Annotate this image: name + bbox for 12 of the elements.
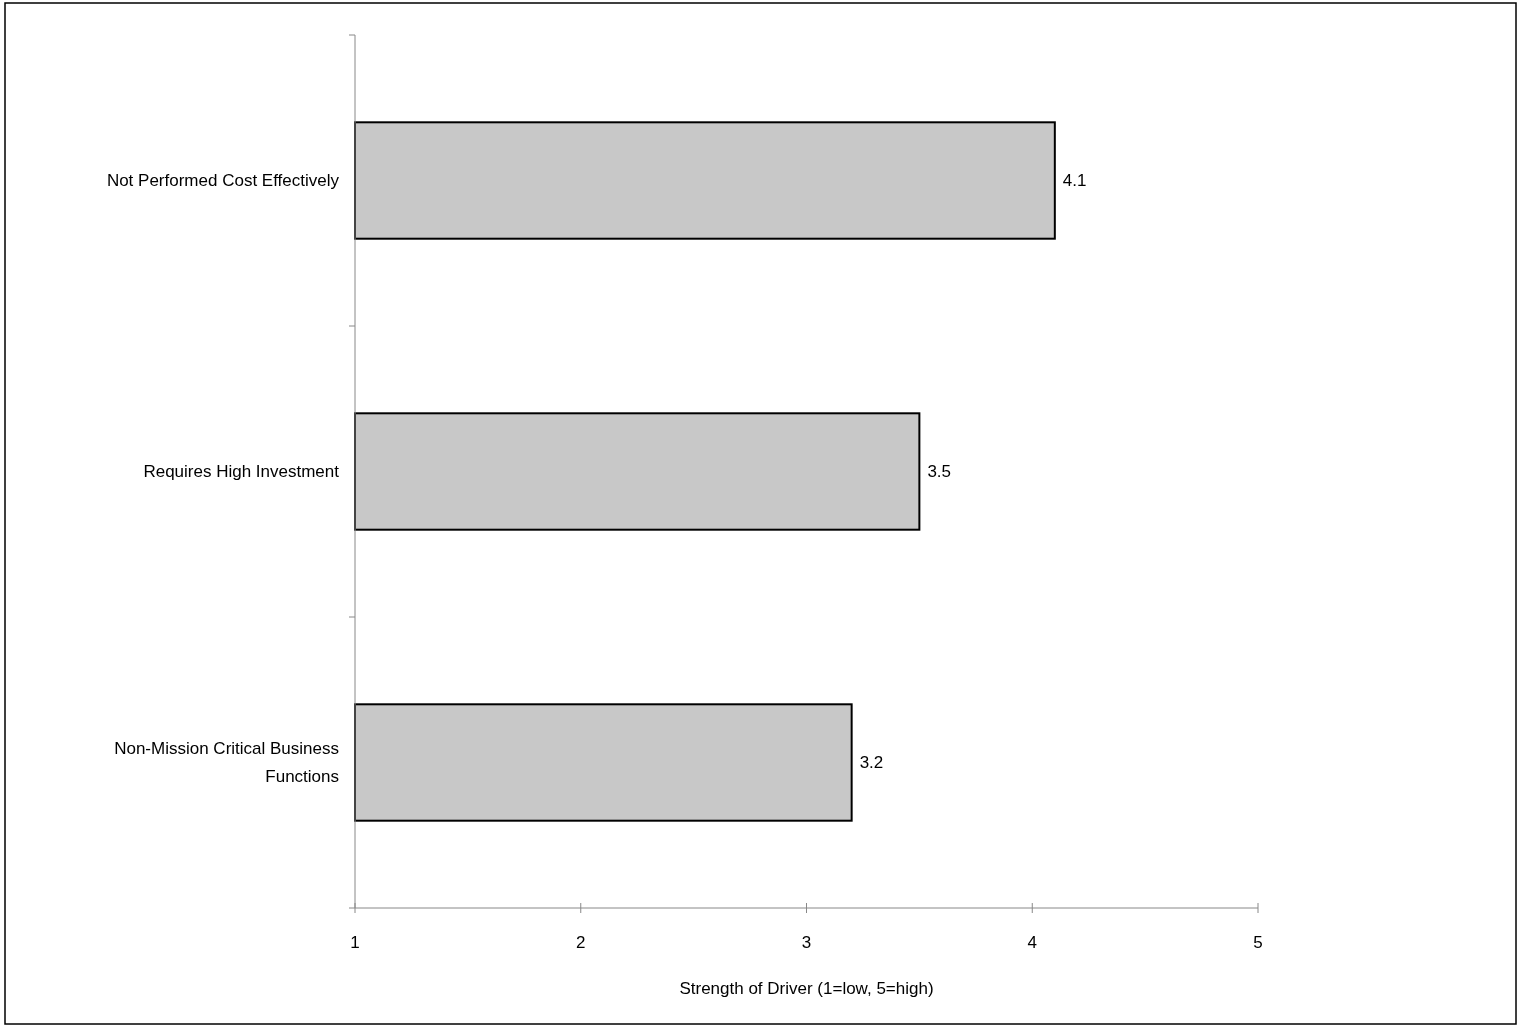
y-tick-label: Not Performed Cost Effectively	[106, 171, 340, 191]
x-tick-label: 2	[576, 933, 586, 952]
y-tick-label: Non-Mission Critical Business Functions	[114, 739, 339, 787]
data-label: 3.5	[927, 462, 952, 482]
x-tick-label: 4	[1027, 933, 1037, 952]
data-label: 3.2	[859, 753, 884, 773]
x-axis-title: Strength of Driver (1=low, 5=high)	[679, 979, 934, 998]
x-tick-label: 5	[1253, 933, 1263, 952]
x-tick-label: 3	[801, 933, 812, 952]
x-tick-label: 1	[350, 933, 360, 952]
y-tick-label: Requires High Investment	[143, 462, 340, 482]
data-label: 4.1	[1062, 171, 1087, 191]
